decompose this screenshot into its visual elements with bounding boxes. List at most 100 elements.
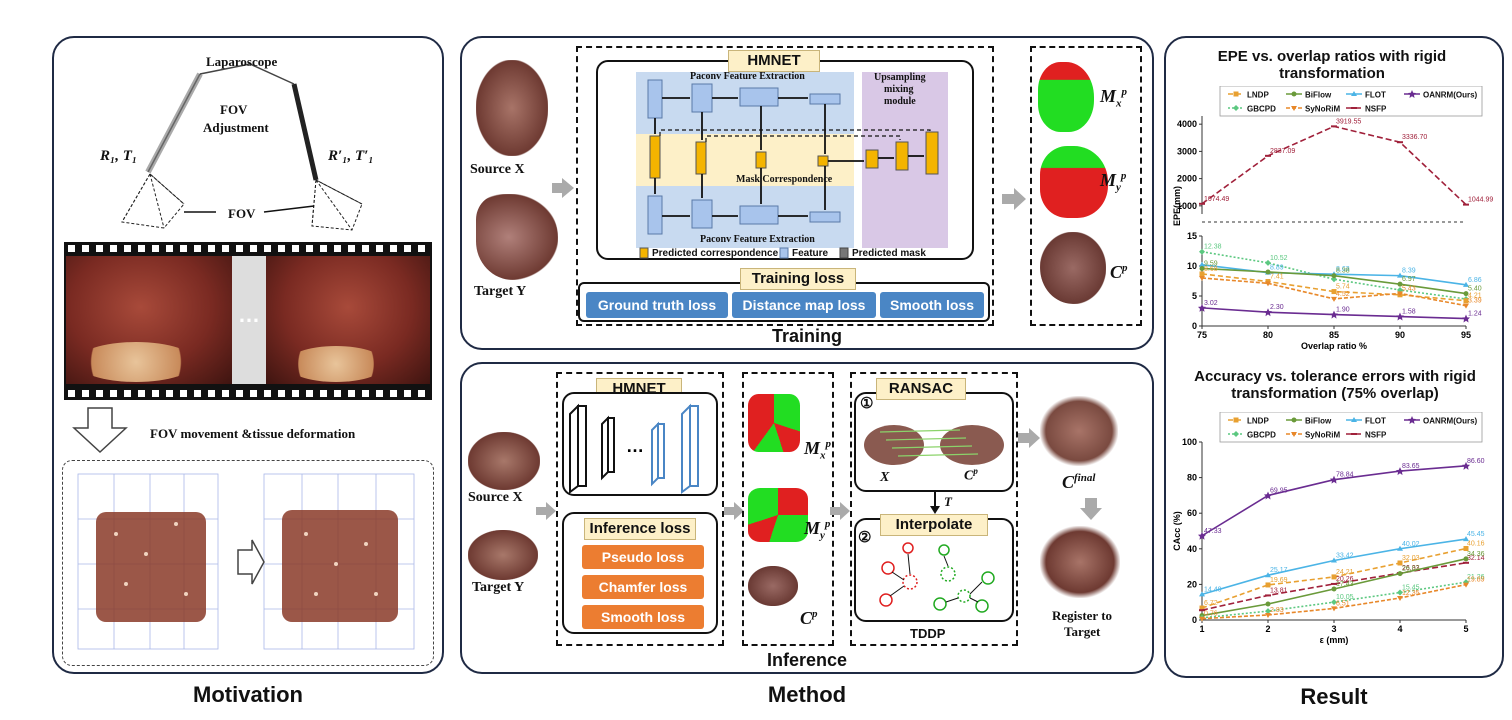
- chart-point: [1233, 431, 1239, 437]
- chart1-title-text: EPE vs. overlap ratios with rigid transf…: [1217, 48, 1447, 82]
- data-label: 5.40: [1468, 286, 1482, 293]
- data-label: 8.63: [1336, 266, 1350, 273]
- data-label: 8.89: [1270, 265, 1284, 272]
- chart-point: [1265, 572, 1271, 578]
- data-label: 78.84: [1336, 472, 1354, 479]
- legend-label: GBCPD: [1247, 431, 1276, 440]
- data-label: 25.17: [1270, 567, 1288, 574]
- chart-point: [1199, 248, 1205, 255]
- down-arrow-icon: [930, 492, 940, 514]
- chart-point: [1265, 154, 1271, 157]
- paconv-top-label: Paconv Feature Extraction: [690, 71, 805, 82]
- ransac-cp-label: Cp: [964, 466, 978, 484]
- chart-point: [1265, 582, 1271, 588]
- chart-point: [1397, 545, 1403, 551]
- series-line: [1201, 273, 1467, 302]
- chart-point: [1408, 90, 1416, 98]
- x-tick-label: 85: [1329, 330, 1339, 340]
- interpolate-tag: Interpolate: [880, 514, 988, 536]
- ransac-tag: RANSAC: [876, 378, 966, 400]
- data-label: 2.30: [1270, 304, 1284, 311]
- legend-feature-label: Feature: [792, 248, 829, 259]
- t-label: T: [944, 494, 952, 509]
- data-label: 0.76: [1204, 611, 1218, 618]
- interpolate-diagram: [879, 542, 995, 613]
- x-axis-label: ε (mm): [1320, 635, 1349, 645]
- pseudo-loss: Pseudo loss: [582, 545, 704, 569]
- chart-point: [1291, 417, 1297, 423]
- chart-point: [1199, 616, 1205, 622]
- chart-point: [1199, 265, 1205, 271]
- chart-point: [1265, 281, 1271, 287]
- data-label: 1.90: [1336, 307, 1350, 314]
- registered-image: [1040, 526, 1120, 598]
- x-tick-label: 2: [1265, 624, 1270, 634]
- chart-point: [1233, 417, 1239, 423]
- chart-point: [1463, 203, 1469, 206]
- r1t1-label: R₁, T₁: [100, 148, 138, 164]
- chart-point: [1291, 106, 1297, 111]
- chart-point: [1233, 91, 1239, 97]
- data-label: 14.40: [1204, 586, 1222, 593]
- ground-truth-loss: Ground truth loss: [586, 292, 728, 318]
- chart-point: [1463, 303, 1469, 309]
- chart-point: [1463, 556, 1469, 562]
- epe-chart: LNDP BiFlow FLOT OANRM(Ours) GBCPD SyNoRiM NSF…: [1172, 86, 1493, 351]
- data-label: 10.05: [1336, 594, 1354, 601]
- chart-point: [1397, 589, 1403, 596]
- data-label: 86.60: [1467, 458, 1485, 465]
- liver-frame-left: [66, 256, 232, 384]
- training-output-box: [1030, 46, 1142, 326]
- y-tick-label: 60: [1187, 508, 1197, 518]
- data-label: 34.36: [1467, 551, 1485, 558]
- data-label: 8.68: [1204, 266, 1218, 273]
- data-label: 10.52: [1270, 255, 1288, 262]
- training-target-label: Target Y: [474, 284, 527, 299]
- cp-letter: C: [1110, 262, 1123, 282]
- data-label: 6.97: [1402, 276, 1416, 283]
- legend-label: SyNoRiM: [1305, 105, 1340, 114]
- paconv-bottom-label: Paconv Feature Extraction: [700, 234, 815, 245]
- chart-point: [1331, 557, 1337, 563]
- y-tick-label: 5: [1192, 291, 1197, 301]
- chart-point: [1265, 594, 1271, 597]
- chart-point: [1198, 303, 1206, 312]
- inference-my-label: Myp: [804, 518, 831, 542]
- chart-point: [1264, 491, 1272, 500]
- training-loss-tag: Training loss: [740, 268, 856, 290]
- chart-point: [1265, 612, 1271, 618]
- chart-point: [1199, 591, 1205, 597]
- data-label: 13.81: [1270, 587, 1288, 594]
- chart2-title-text: Accuracy vs. tolerance errors with rigid…: [1194, 368, 1476, 402]
- data-label: 1074.49: [1204, 196, 1229, 203]
- hmnet-training-tag: HMNET: [728, 50, 820, 72]
- chart-point: [1397, 281, 1403, 287]
- upsampling-label-1: Upsampling: [874, 72, 926, 83]
- ransac-cp-letter: C: [964, 468, 974, 484]
- chart-point: [1351, 91, 1357, 96]
- data-label: 2837.09: [1270, 148, 1295, 155]
- chart-point: [1291, 91, 1297, 97]
- inference-my-image: [748, 488, 808, 542]
- data-label: 3336.70: [1402, 134, 1427, 141]
- y-tick-label: 0: [1192, 321, 1197, 331]
- register-label-1: Register to: [1052, 608, 1113, 623]
- data-label: 32.14: [1467, 555, 1485, 562]
- method-caption: Method: [767, 682, 847, 707]
- r1t1-prime-label: R′₁, T′₁: [328, 148, 374, 164]
- chart-point: [1351, 417, 1357, 422]
- y-tick-label: 3000: [1177, 146, 1197, 156]
- film-holes-top: [68, 245, 428, 252]
- chart-point: [1265, 259, 1271, 266]
- chart-point: [1331, 606, 1337, 612]
- smooth-loss-training: Smooth loss: [880, 292, 984, 318]
- chart-point: [1331, 289, 1337, 295]
- y-tick-label: 20: [1187, 579, 1197, 589]
- film-gap: [232, 256, 266, 384]
- chart-point: [1463, 536, 1469, 542]
- film-holes-bottom: [68, 390, 428, 397]
- data-label: 6.86: [1468, 277, 1482, 284]
- data-label: 3.02: [1204, 300, 1218, 307]
- output-my-label: Myp: [1100, 170, 1127, 194]
- chart-point: [1396, 312, 1404, 321]
